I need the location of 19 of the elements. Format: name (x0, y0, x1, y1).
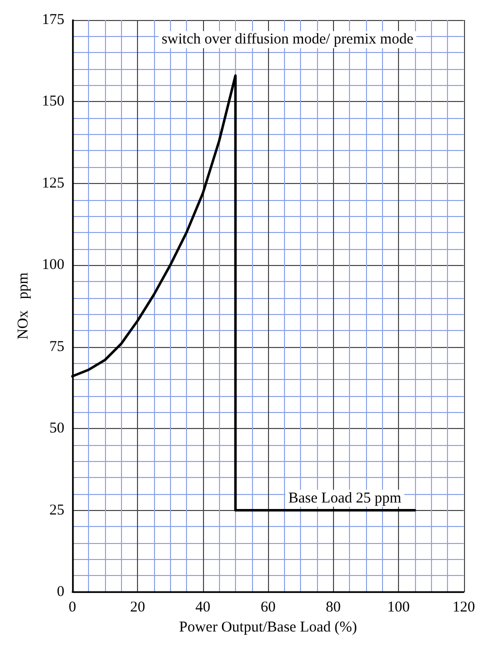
y-tick-label: 75 (49, 338, 64, 355)
y-tick-label: 125 (42, 175, 64, 192)
y-tick-label: 175 (42, 12, 64, 28)
y-axis-title: NOx ppm (16, 272, 32, 340)
x-tick-label: 20 (130, 600, 146, 616)
y-tick-label: 150 (42, 94, 64, 110)
x-tick-label: 40 (195, 600, 210, 616)
x-tick-label: 100 (387, 600, 410, 616)
x-tick-label: 60 (260, 600, 276, 616)
y-tick-label: 25 (49, 502, 64, 518)
y-tick-label: 0 (56, 584, 64, 600)
y-tick-label: 100 (42, 257, 64, 274)
x-tick-label: 80 (326, 600, 341, 616)
x-axis-title: Power Output/Base Load (%) (179, 619, 358, 636)
y-tick-label: 50 (49, 420, 64, 437)
x-tick-label: 0 (68, 600, 76, 616)
annotation: Base Load 25 ppm (288, 490, 402, 506)
x-tick-label: 120 (452, 600, 475, 616)
annotation: switch over diffusion mode/ premix mode (162, 32, 414, 48)
